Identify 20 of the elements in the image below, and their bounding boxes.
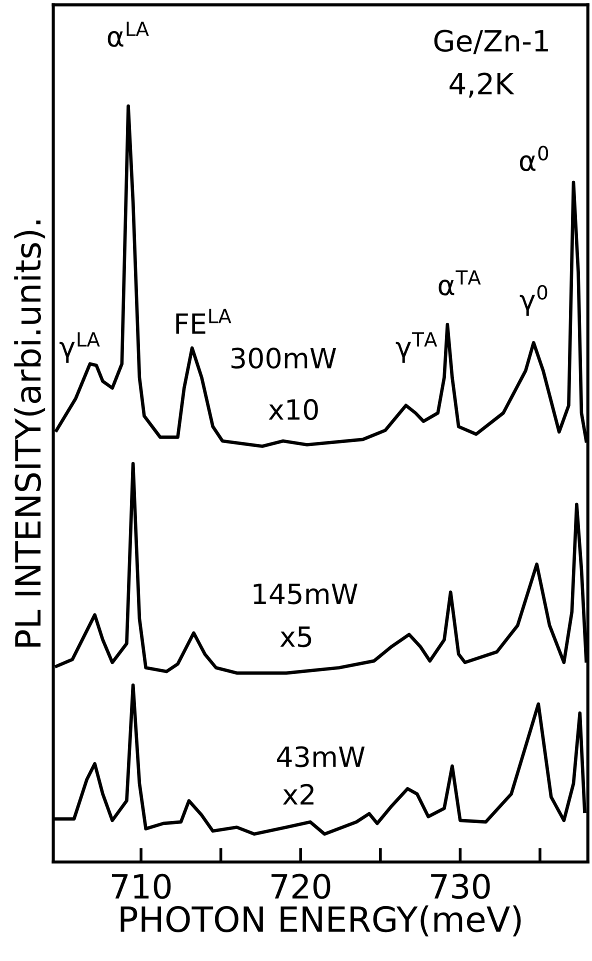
x-tick-label: 730 <box>431 874 490 899</box>
x-tick-label: 710 <box>112 874 171 899</box>
annotation: x2 <box>282 784 314 805</box>
annotation: γ$^{TA}$ <box>396 332 438 363</box>
x-tick-label: 720 <box>272 874 330 899</box>
annotation: 145mW <box>254 584 358 604</box>
x-axis-title: PHOTON ENERGY(meV) <box>120 905 521 936</box>
y-axis-title: PL INTENSITY(arbi.units). <box>14 220 46 647</box>
annotation: x10 <box>268 399 318 420</box>
annotation: FE$^{LA}$ <box>176 308 232 334</box>
chart-subtitle: 4,2K <box>450 72 514 98</box>
annotation: 43mW <box>276 746 365 768</box>
annotation: γ$^{LA}$ <box>60 332 100 363</box>
text: α$^{LA}$ <box>108 22 149 47</box>
annotation: x5 <box>280 626 312 648</box>
annotation: α$^{0}$ <box>520 146 548 172</box>
annotation: α$^{TA}$ <box>438 270 481 296</box>
annotation: 300mW <box>231 348 336 369</box>
annotation: γ$^{0}$ <box>520 284 548 316</box>
chart-title: Ge/Zn-1 <box>434 30 548 54</box>
